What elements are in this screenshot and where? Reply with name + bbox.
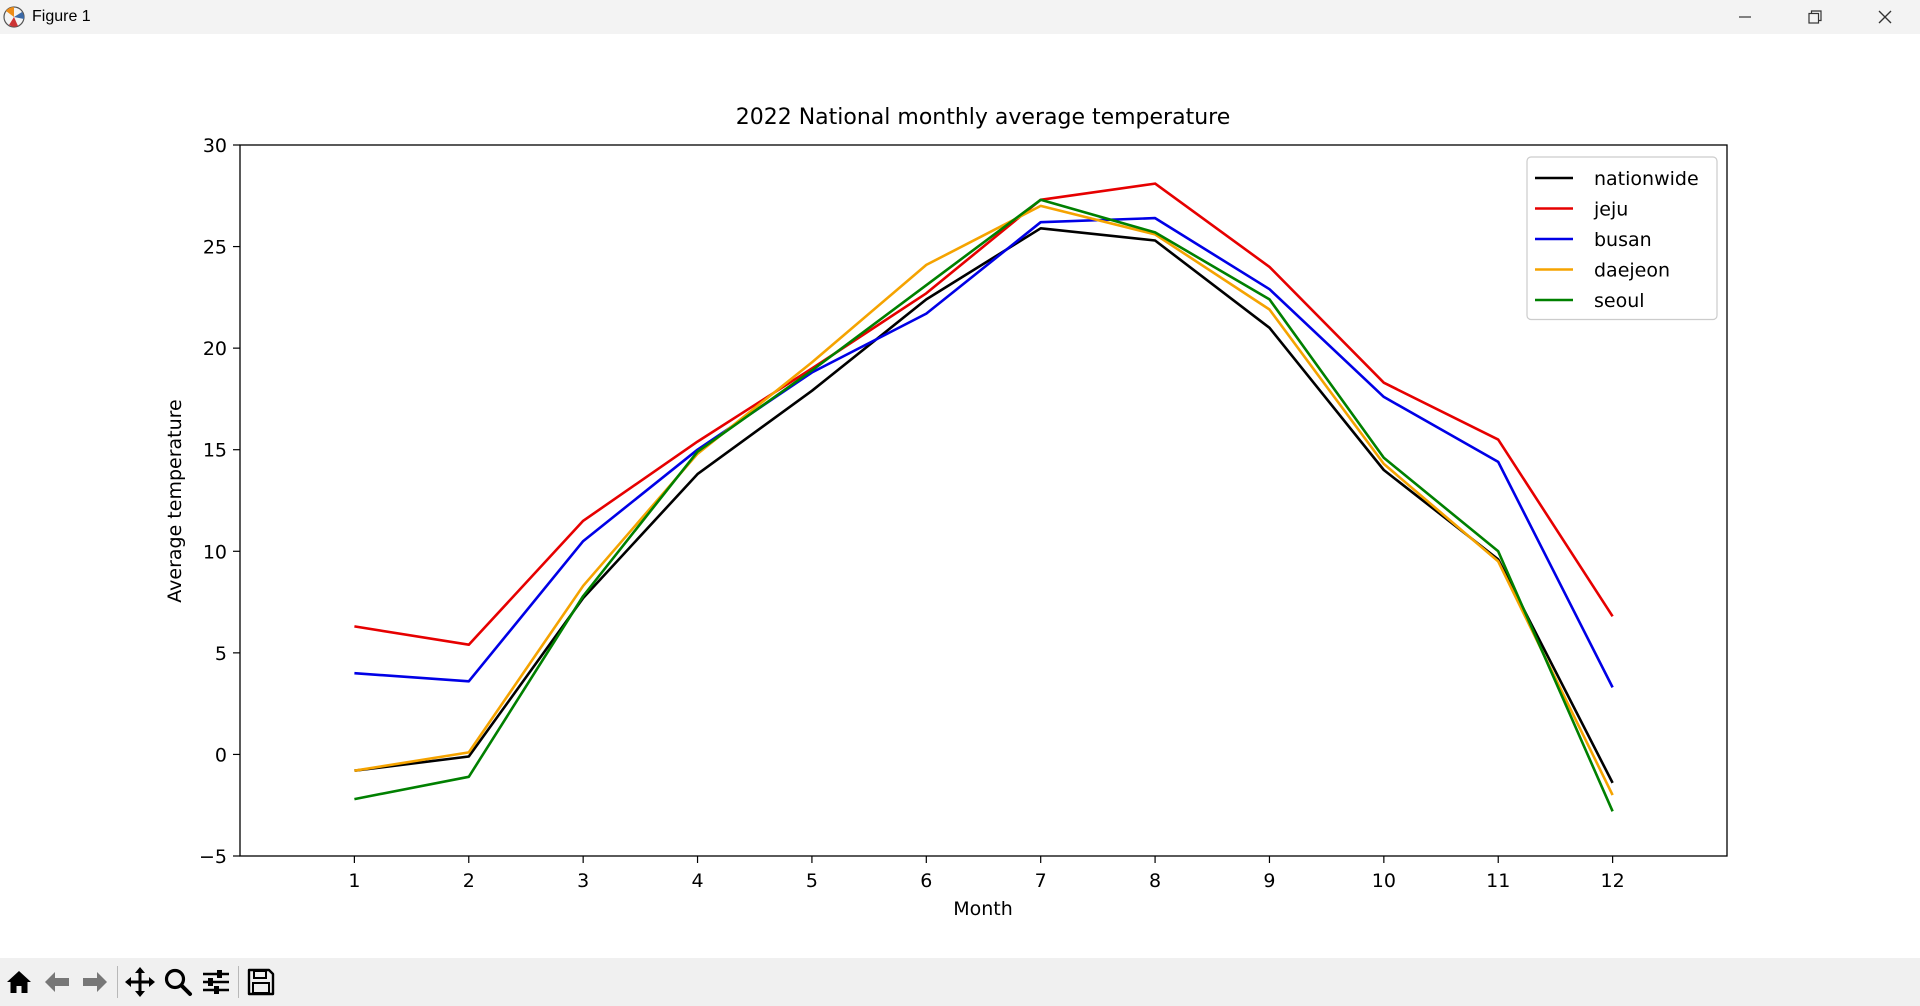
y-tick-label: 5 [215,643,227,665]
y-tick-label: 30 [203,135,227,157]
zoom-magnifier-icon [164,968,192,996]
legend-label-jeju: jeju [1593,199,1628,221]
legend-label-nationwide: nationwide [1594,168,1699,190]
y-tick-label: 15 [203,440,227,462]
x-tick-label: 7 [1035,870,1047,892]
y-tick-label: 0 [215,744,227,766]
legend-label-daejeon: daejeon [1594,260,1670,282]
minimize-button[interactable] [1710,0,1780,34]
zoom-button[interactable] [159,962,197,1002]
restore-icon [1808,10,1822,24]
series-line-seoul [354,198,1614,812]
save-button[interactable] [242,962,280,1002]
x-tick-label: 10 [1372,870,1396,892]
window-titlebar: Figure 1 [0,0,1920,34]
axes-frame [239,144,1728,857]
home-icon [7,971,31,993]
x-tick-label: 2 [463,870,475,892]
window-controls [1710,0,1920,34]
x-tick-label: 11 [1486,870,1510,892]
minimize-icon [1739,16,1751,18]
series-line-nationwide [354,227,1614,784]
window-title: Figure 1 [32,8,91,25]
series-line-busan [354,216,1614,688]
restore-button[interactable] [1780,0,1850,34]
back-button[interactable] [38,962,76,1002]
y-tick-label: 20 [203,338,227,360]
pan-move-icon [125,967,155,997]
legend-label-seoul: seoul [1594,290,1645,312]
x-axis-label: Month [953,898,1013,920]
configure-subplots-button[interactable] [197,962,235,1002]
x-tick-label: 1 [348,870,360,892]
y-tick-label: −5 [199,846,227,868]
legend-box [1526,156,1718,321]
legend: nationwide jeju busan daejeon seoul [1526,156,1718,321]
pan-button[interactable] [121,962,159,1002]
navigation-toolbar [0,958,1920,1006]
y-tick-label: 25 [203,237,227,259]
home-button[interactable] [0,962,38,1002]
figure-canvas[interactable]: 2022 National monthly average temperatur… [0,34,1920,958]
forward-arrow-icon [83,972,107,992]
line-chart: 2022 National monthly average temperatur… [164,105,1728,920]
toolbar-separator [117,966,118,998]
legend-label-busan: busan [1594,229,1652,251]
toolbar-separator [238,966,239,998]
back-arrow-icon [45,972,69,992]
forward-button[interactable] [76,962,114,1002]
y-tick-label: 10 [203,541,227,563]
x-tick-label: 8 [1149,870,1161,892]
configure-subplots-icon [203,970,229,994]
series-line-jeju [354,182,1614,647]
close-button[interactable] [1850,0,1920,34]
x-tick-label: 5 [806,870,818,892]
close-icon [1878,10,1892,24]
x-tick-label: 6 [920,870,932,892]
series-line-daejeon [354,204,1614,796]
y-axis-label: Average temperature [164,399,186,603]
save-floppy-icon [247,968,275,996]
matplotlib-icon[interactable] [2,5,26,29]
x-tick-label: 3 [577,870,589,892]
x-tick-label: 9 [1263,870,1275,892]
chart-title: 2022 National monthly average temperatur… [736,105,1231,130]
x-tick-label: 12 [1601,870,1625,892]
x-tick-label: 4 [691,870,703,892]
